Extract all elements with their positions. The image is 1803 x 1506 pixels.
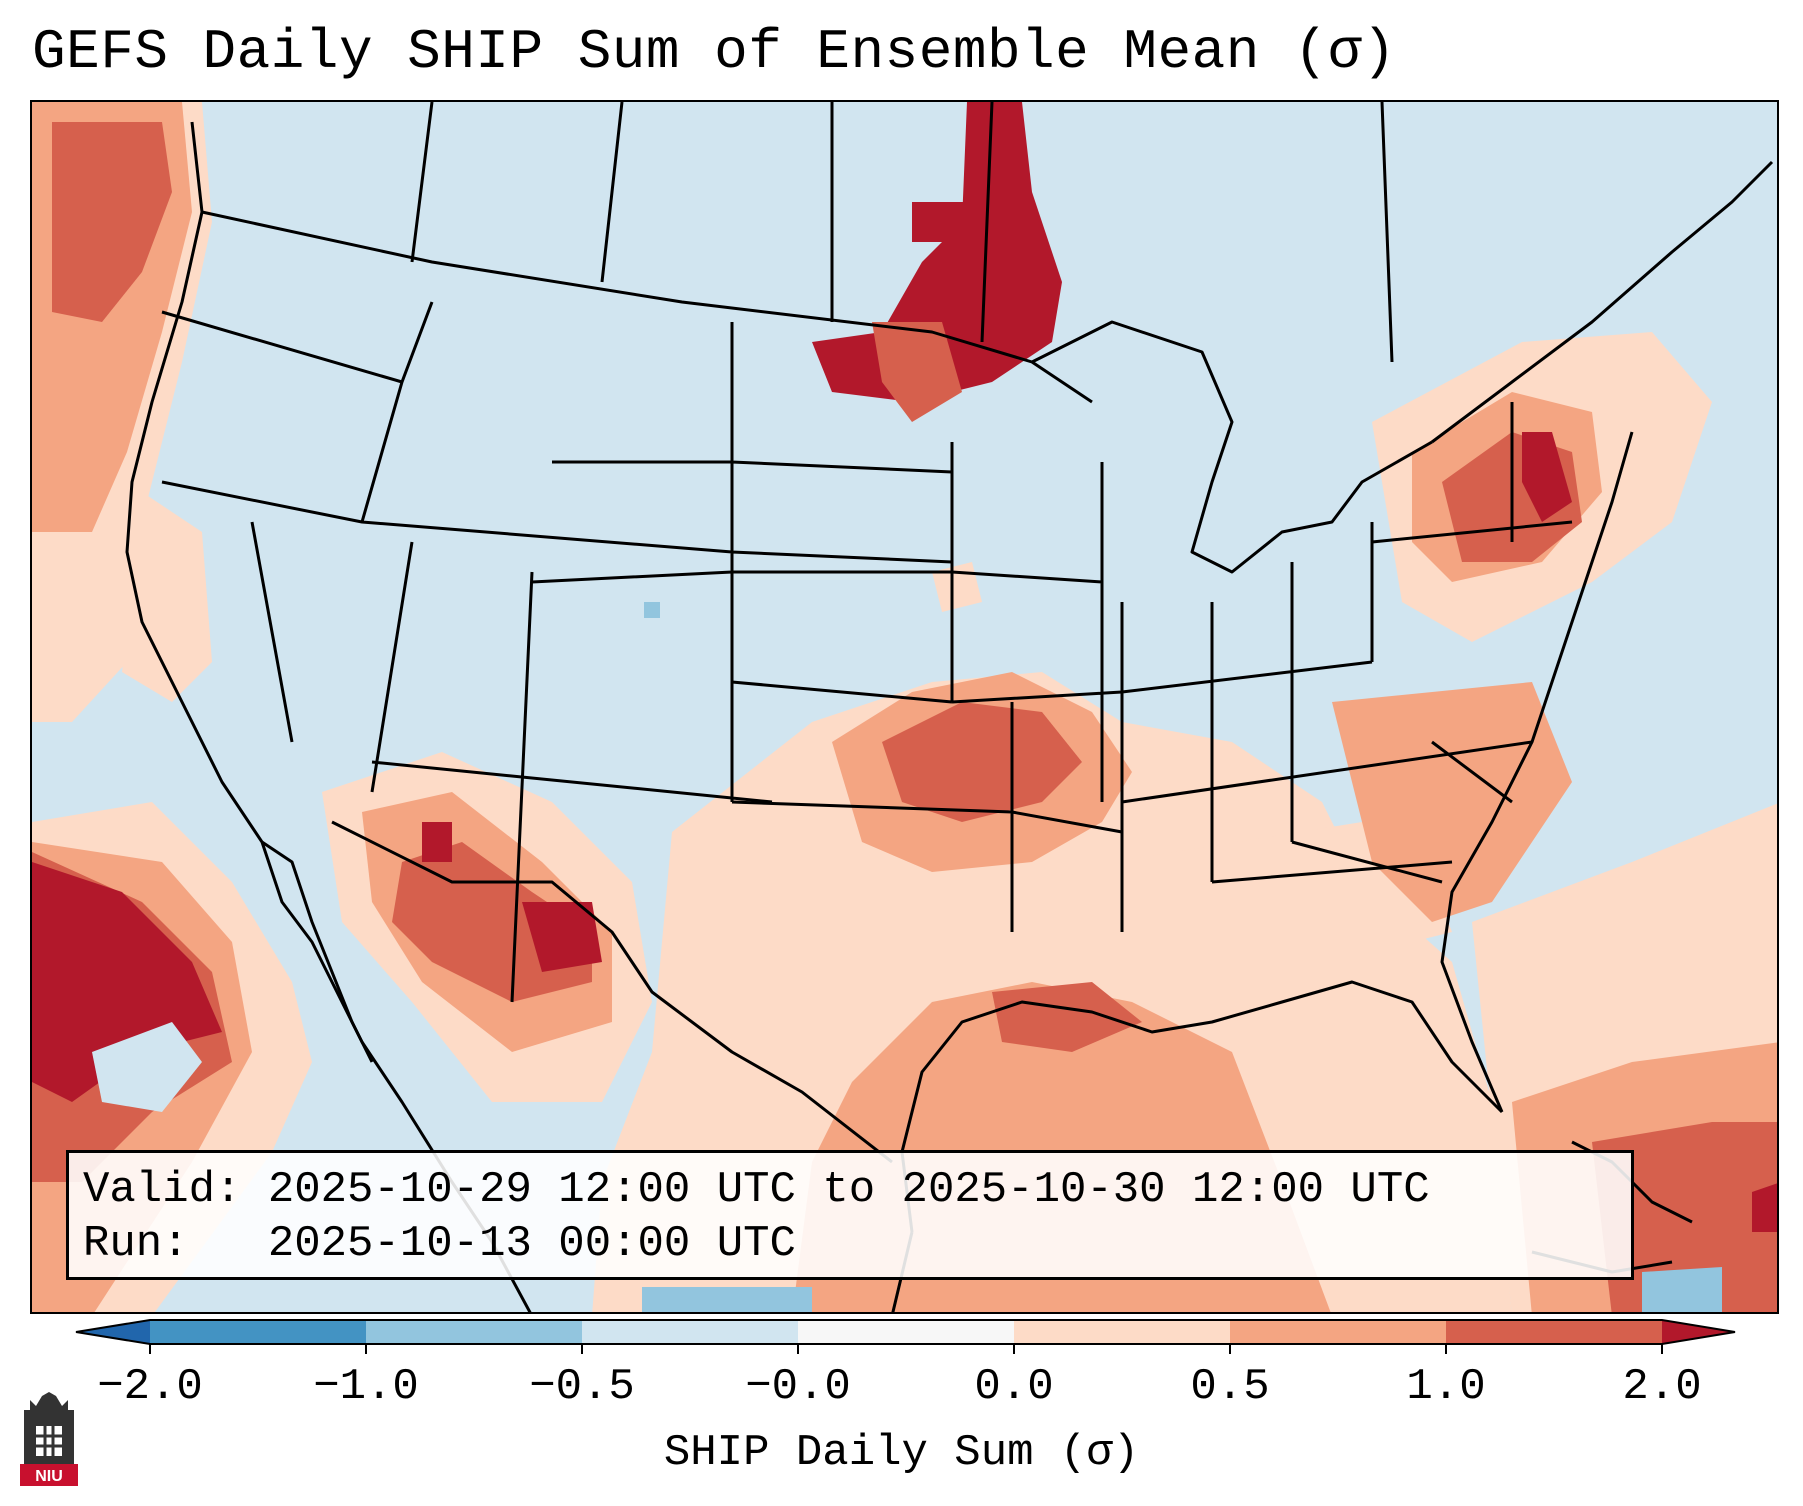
field-canada-strong bbox=[872, 322, 962, 422]
run-time: 2025-10-13 00:00 UTC bbox=[267, 1219, 796, 1269]
colorbar-over-arrow bbox=[1662, 1320, 1735, 1344]
field-southeast-slight bbox=[1112, 822, 1452, 962]
colorbar-tick-label: 2.0 bbox=[1622, 1362, 1702, 1412]
border-us-canada bbox=[201, 210, 1093, 404]
colorbar-ticks bbox=[75, 1319, 1736, 1354]
colorbar bbox=[75, 1319, 1736, 1354]
field-northeast-extreme bbox=[1522, 432, 1572, 522]
colorbar-bin bbox=[1230, 1320, 1447, 1344]
field-gulf-coast-strong bbox=[992, 982, 1142, 1052]
colorbar-bin bbox=[1014, 1320, 1231, 1344]
field-atlantic-extreme bbox=[1752, 1183, 1777, 1232]
niu-logo: NIU bbox=[20, 1392, 78, 1486]
colorbar-tick-label: −1.0 bbox=[313, 1362, 419, 1412]
field-sw-us-extreme-2 bbox=[422, 822, 452, 862]
border-us-mexico bbox=[331, 820, 893, 1164]
niu-logo-window-grid bbox=[36, 1426, 62, 1456]
field-pacific-sw-cool-patch bbox=[92, 1022, 202, 1112]
field-southern-plains-strong bbox=[882, 702, 1082, 822]
state-lines-east bbox=[1120, 402, 1573, 932]
great-lakes bbox=[1031, 320, 1433, 574]
niu-logo-banner bbox=[20, 1464, 78, 1486]
colorbar-bin bbox=[798, 1320, 1015, 1344]
map-panel bbox=[30, 100, 1779, 1314]
valid-time: 2025-10-29 12:00 UTC to 2025-10-30 12:00… bbox=[267, 1165, 1430, 1215]
coastline-gulf bbox=[900, 980, 1504, 1233]
niu-logo-window-lines bbox=[36, 1426, 62, 1456]
field-pacific-nw-strong bbox=[52, 122, 172, 322]
colorbar-tick-label: −0.0 bbox=[745, 1362, 851, 1412]
colorbar-bin bbox=[366, 1320, 583, 1344]
colorbar-bin bbox=[150, 1320, 367, 1344]
field-pacific-bottom-negative bbox=[642, 1287, 812, 1312]
colorbar-tick-label: 1.0 bbox=[1406, 1362, 1486, 1412]
state-lines-central bbox=[731, 442, 1123, 932]
run-label: Run: bbox=[83, 1219, 189, 1269]
coastline-northeast bbox=[1431, 160, 1774, 444]
colorbar-tick-label: 0.0 bbox=[974, 1362, 1054, 1412]
colorbar-tick-label: 0.5 bbox=[1190, 1362, 1270, 1412]
coastline-west bbox=[125, 121, 532, 1312]
colorbar-under-arrow bbox=[76, 1320, 150, 1344]
colorbar-tick-label: −0.5 bbox=[529, 1362, 635, 1412]
field-canada-extreme-north bbox=[912, 202, 972, 242]
niu-logo-text: NIU bbox=[35, 1468, 63, 1485]
province-lines bbox=[410, 102, 1394, 363]
field-coastal-ca-slight bbox=[122, 492, 212, 702]
valid-run-info-box: Valid: 2025-10-29 12:00 UTC to 2025-10-3… bbox=[66, 1150, 1634, 1280]
colorbar-bin bbox=[1446, 1320, 1663, 1344]
field-colorado-negative bbox=[644, 602, 660, 618]
state-lines-west bbox=[161, 301, 953, 1003]
chart-title: GEFS Daily SHIP Sum of Ensemble Mean (σ) bbox=[32, 20, 1397, 84]
field-sw-us-extreme-1 bbox=[522, 902, 602, 972]
colorbar-tick-label: −2.0 bbox=[97, 1362, 203, 1412]
colorbar-bins bbox=[150, 1320, 1663, 1344]
boundaries bbox=[125, 102, 1774, 1312]
colorbar-label: SHIP Daily Sum (σ) bbox=[663, 1428, 1140, 1478]
map-canvas bbox=[32, 102, 1777, 1312]
field-canada-extreme-main bbox=[812, 102, 1062, 402]
field-carolinas-moderate bbox=[1332, 682, 1572, 922]
valid-label: Valid: bbox=[83, 1165, 242, 1215]
field-northern-plains-slight bbox=[932, 562, 982, 612]
colorbar-bin bbox=[582, 1320, 799, 1344]
field-caribbean-negative bbox=[1642, 1267, 1722, 1312]
coastline-baja bbox=[261, 840, 374, 1063]
